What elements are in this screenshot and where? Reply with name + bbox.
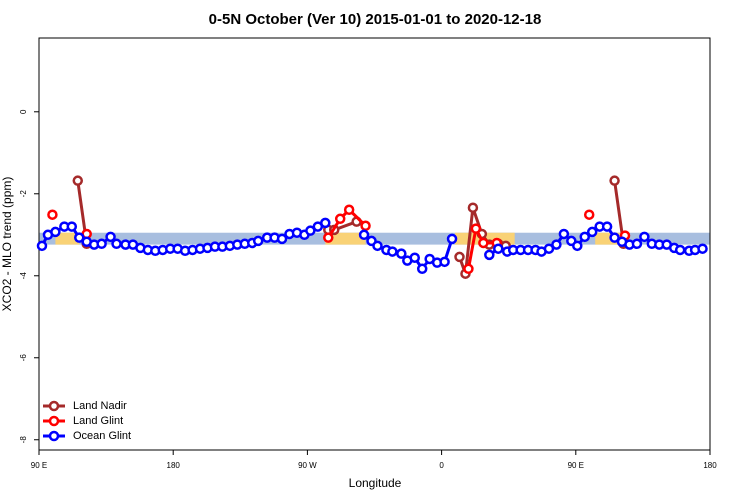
data-point (467, 202, 479, 213)
y-tick-label: -6 (19, 354, 28, 362)
x-tick-label: 90 E (568, 461, 584, 470)
data-point (96, 238, 107, 250)
data-point (543, 243, 555, 254)
data-point (66, 221, 78, 232)
x-tick-label: 180 (703, 461, 717, 470)
data-point (470, 223, 482, 234)
legend: Land Nadir Land Glint Ocean Glint (43, 400, 131, 442)
data-point (47, 209, 58, 220)
data-point (396, 248, 407, 259)
data-point (631, 238, 643, 250)
data-point (601, 221, 613, 232)
data-point (579, 231, 590, 243)
band-highlight (55, 232, 80, 245)
data-point (586, 226, 598, 238)
data-point (416, 263, 428, 275)
data-point (343, 204, 355, 216)
data-point (409, 252, 421, 263)
data-point (111, 238, 122, 250)
series-line (76, 180, 626, 275)
data-point (583, 209, 595, 220)
data-point (72, 175, 84, 186)
band-highlight (595, 232, 621, 245)
legend-label: Land Nadir (73, 400, 127, 412)
y-tick-label: 0 (19, 109, 28, 114)
data-point (484, 249, 495, 261)
data-point (320, 217, 331, 229)
y-tick-label: -8 (19, 436, 28, 444)
y-axis-label: XCO2 - MLO trend (ppm) (0, 177, 14, 312)
data-point (697, 243, 708, 254)
data-point (36, 240, 48, 252)
y-tick-label: -2 (19, 190, 28, 198)
data-point (252, 235, 264, 247)
legend-marker (48, 430, 60, 442)
data-point (358, 229, 370, 241)
data-point (50, 226, 61, 238)
data-point (323, 232, 334, 243)
data-point (372, 240, 383, 252)
data-point (572, 240, 583, 252)
legend-label: Land Glint (73, 415, 123, 427)
data-point (639, 231, 650, 243)
data-point (674, 244, 686, 256)
data-point (454, 251, 465, 263)
data-point (609, 232, 620, 243)
data-point (334, 213, 346, 225)
x-tick-label: 90 E (31, 461, 47, 470)
data-point (360, 220, 371, 232)
data-point (305, 225, 316, 236)
x-axis-label: Longitude (349, 476, 402, 490)
x-tick-label: 180 (167, 461, 181, 470)
chart-title: 0-5N October (Ver 10) 2015-01-01 to 2020… (209, 11, 542, 28)
legend-marker (48, 400, 60, 412)
data-point (276, 233, 288, 245)
data-point (463, 263, 474, 275)
data-point (446, 233, 458, 245)
legend-label: Ocean Glint (73, 430, 131, 442)
data-point (609, 175, 620, 186)
data-point (105, 231, 116, 243)
data-point (558, 228, 570, 240)
x-tick-label: 90 W (298, 461, 317, 470)
legend-marker (48, 415, 60, 427)
x-tick-label: 0 (439, 461, 444, 470)
data-point (387, 246, 398, 257)
band-highlight (325, 232, 366, 245)
data-point (439, 256, 450, 268)
data-point (478, 237, 489, 249)
data-point (493, 243, 504, 254)
data-point (551, 239, 562, 250)
data-point (74, 232, 85, 243)
y-tick-label: -4 (19, 272, 28, 280)
